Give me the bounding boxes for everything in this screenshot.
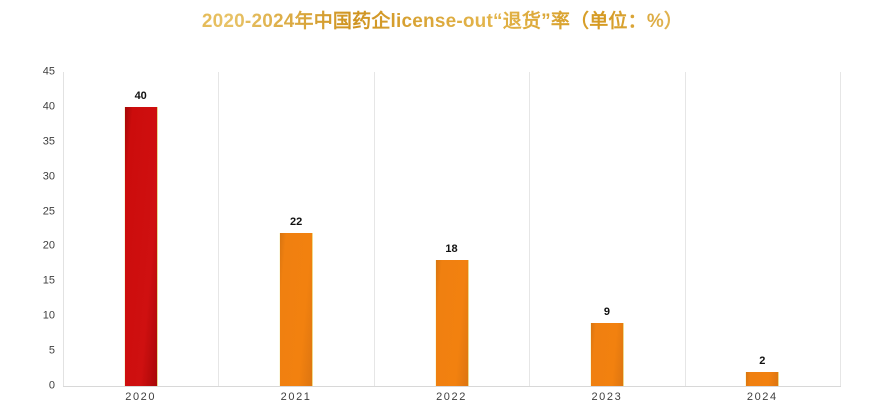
bar-value-label: 2	[759, 355, 766, 368]
bar-value-label: 40	[134, 89, 147, 102]
category-separator-line	[840, 72, 841, 386]
x-axis: 2020 2021 2022 2023 2024	[63, 392, 841, 409]
y-axis-tick-label: 20	[42, 239, 55, 252]
bar[interactable]: 18	[434, 244, 469, 386]
bar[interactable]: 9	[589, 307, 624, 386]
y-axis-tick-label: 35	[42, 135, 55, 148]
x-axis-tick-label: 2021	[280, 391, 312, 403]
y-axis-tick-label: 30	[42, 170, 55, 183]
bar[interactable]: 22	[279, 216, 314, 386]
bar-value-label: 18	[445, 243, 458, 256]
y-axis-tick-label: 0	[48, 379, 55, 392]
category-separator-line	[685, 72, 686, 386]
y-axis-line	[63, 72, 64, 386]
y-axis-tick-label: 10	[42, 309, 55, 322]
x-axis-tick-label: 2020	[125, 391, 157, 403]
x-axis-tick-label: 2023	[591, 391, 623, 403]
bar-value-label: 9	[603, 306, 610, 319]
bar[interactable]: 40	[123, 90, 158, 386]
y-axis-tick-label: 25	[42, 205, 55, 218]
chart-title: 2020-2024年中国药企license-out“退货”率（单位：%）	[0, 6, 885, 33]
bar[interactable]: 2	[745, 356, 780, 386]
category-separator-line	[374, 72, 375, 386]
category-separator-line	[529, 72, 530, 386]
y-axis-tick-label: 40	[42, 100, 55, 113]
x-axis-tick-label: 2024	[746, 391, 778, 403]
bar-value-label: 22	[289, 215, 303, 228]
plot-area: 40 22 18 9 2	[63, 72, 841, 387]
category-separator-line	[218, 72, 219, 386]
x-axis-tick-label: 2022	[436, 391, 467, 403]
y-axis: 0 5 10 15 20 25 30 35 40 45	[0, 66, 55, 391]
y-axis-tick-label: 15	[42, 274, 55, 287]
y-axis-tick-label: 5	[48, 344, 55, 357]
x-axis-line	[63, 386, 841, 387]
y-axis-tick-label: 45	[42, 65, 55, 78]
